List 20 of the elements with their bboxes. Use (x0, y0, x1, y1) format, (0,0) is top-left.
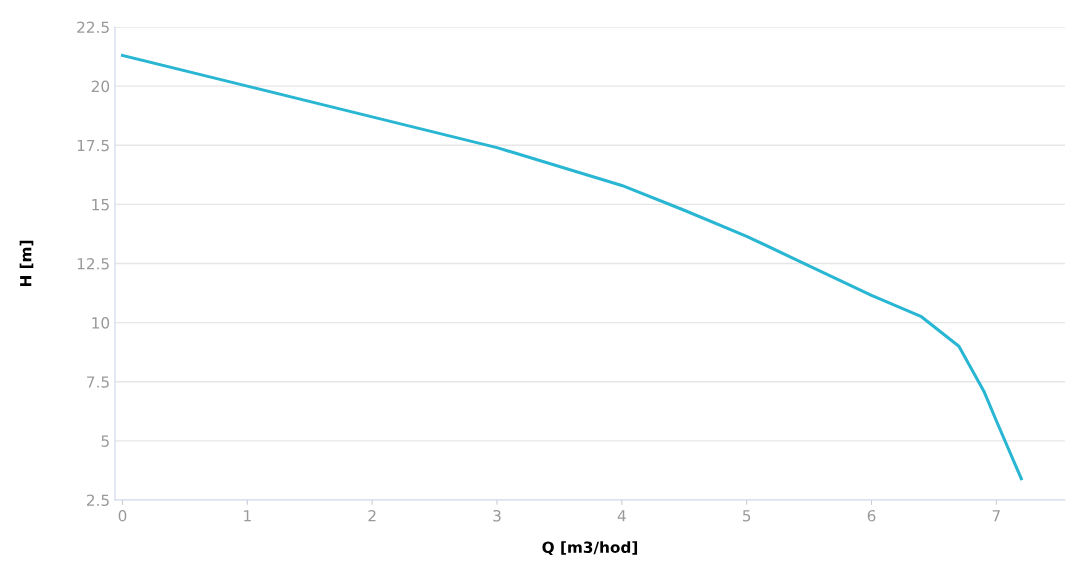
x-tick-label: 0 (118, 509, 127, 522)
x-tick-label: 7 (992, 510, 1000, 522)
y-axis-title: H [m] (19, 240, 34, 287)
x-tick-label: 4 (617, 510, 626, 522)
y-tick-label: 10 (92, 317, 110, 329)
x-tick-label: 5 (742, 510, 751, 522)
y-tick-label: 5 (101, 435, 109, 447)
y-tick-label: 22.5 (77, 21, 109, 34)
y-tick-label: 7.5 (87, 376, 109, 388)
x-axis-title: Q [m3/hod] (542, 541, 638, 556)
line-series (120, 53, 1023, 481)
y-tick-label: 20 (91, 80, 110, 93)
y-tick-label: 2.5 (86, 494, 109, 507)
x-tick-label: 2 (368, 509, 376, 522)
y-tick-label: 15 (92, 199, 109, 211)
x-tick-label: 6 (867, 509, 876, 522)
y-tick-label: 12.5 (77, 257, 109, 270)
y-tick-label: 17.5 (77, 139, 109, 152)
x-tick-label: 1 (244, 510, 251, 522)
x-tick-label: 3 (493, 509, 501, 522)
